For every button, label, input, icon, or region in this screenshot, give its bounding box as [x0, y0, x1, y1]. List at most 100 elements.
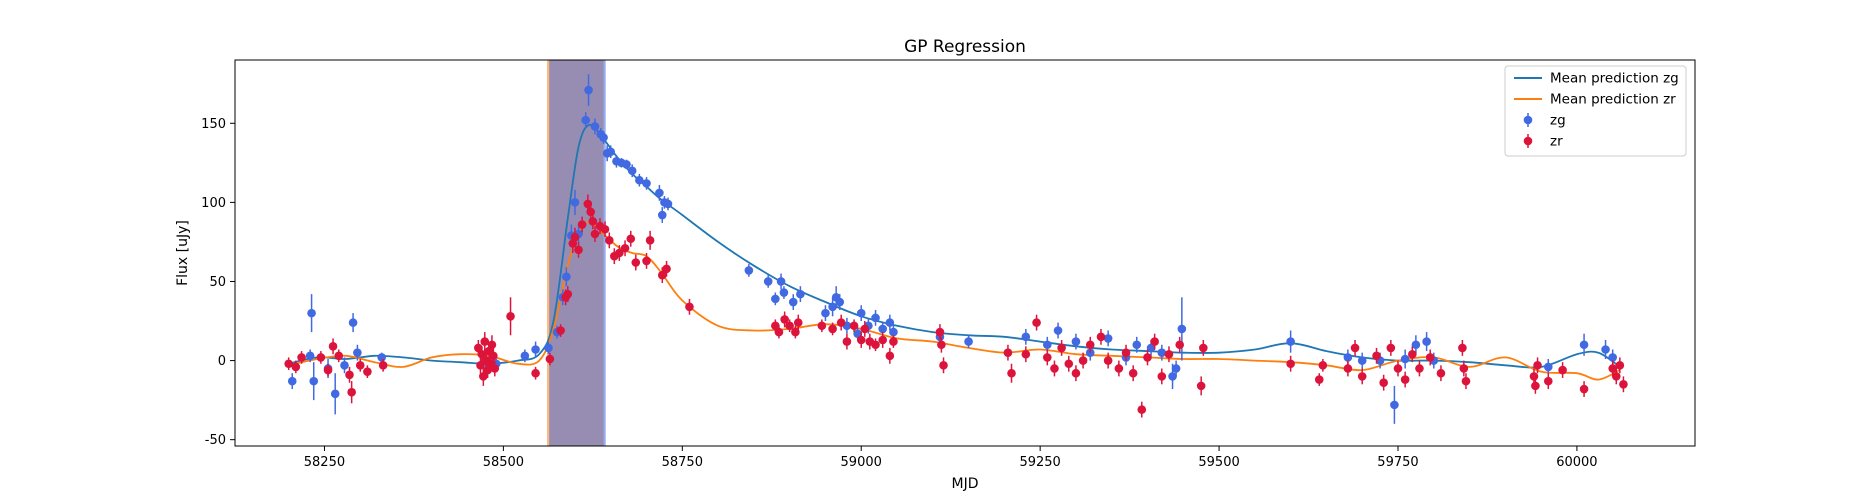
data-point — [577, 220, 587, 229]
data-point — [490, 364, 500, 373]
data-point — [1533, 361, 1542, 370]
data-point — [1103, 356, 1113, 365]
data-point — [1386, 343, 1396, 353]
data-point — [771, 321, 780, 331]
data-point — [1343, 364, 1353, 373]
data-point — [520, 351, 530, 361]
data-point — [657, 210, 667, 220]
data-point — [1057, 343, 1066, 353]
data-point — [645, 236, 655, 245]
data-point — [570, 198, 580, 207]
data-point — [1611, 372, 1621, 381]
data-point — [889, 327, 898, 337]
data-point — [885, 318, 895, 327]
data-point — [581, 115, 590, 125]
legend-label: zg — [1550, 113, 1566, 129]
y-tick-label: 0 — [218, 354, 226, 369]
data-point — [1199, 343, 1208, 353]
data-point — [860, 324, 870, 334]
data-point — [562, 272, 571, 282]
data-point — [856, 335, 866, 345]
data-point — [1357, 356, 1367, 365]
x-tick-label: 59500 — [1198, 455, 1239, 470]
legend-marker-swatch — [1523, 136, 1533, 146]
data-point — [1579, 384, 1589, 394]
data-point — [622, 160, 631, 169]
data-point — [842, 337, 852, 346]
data-point — [287, 376, 297, 386]
y-axis-ticks: -50 0 50 100 150 — [201, 117, 235, 448]
data-point — [1608, 353, 1617, 362]
data-point — [487, 340, 497, 350]
data-point — [828, 302, 837, 312]
data-point — [796, 289, 805, 299]
data-point — [588, 217, 598, 226]
data-point — [544, 343, 553, 353]
data-point — [1175, 340, 1185, 350]
data-point — [474, 343, 483, 353]
data-point — [584, 85, 593, 95]
legend: Mean prediction zg Mean prediction zr zg zr — [1504, 65, 1687, 157]
data-point — [785, 321, 794, 331]
data-point — [1157, 372, 1167, 381]
data-point — [620, 243, 630, 253]
data-point — [348, 318, 358, 327]
data-point — [378, 361, 388, 370]
data-point — [642, 179, 651, 188]
data-point — [1461, 376, 1471, 386]
legend-label: zr — [1550, 134, 1563, 150]
data-point — [556, 326, 565, 335]
x-tick-label: 58250 — [304, 455, 345, 470]
data-point — [1314, 375, 1324, 384]
data-point — [606, 147, 616, 157]
data-point — [626, 234, 636, 244]
x-tick-label: 58750 — [662, 455, 703, 470]
legend-entry-zr: zr — [1523, 134, 1563, 150]
series-zr — [284, 194, 1628, 418]
data-point — [793, 318, 803, 327]
data-point — [590, 229, 600, 239]
data-point — [853, 329, 862, 338]
series-zg — [287, 74, 1617, 424]
data-point — [1043, 353, 1052, 362]
data-point — [1103, 334, 1113, 343]
data-point — [1425, 353, 1435, 362]
data-point — [1372, 351, 1381, 361]
y-tick-label: 50 — [209, 275, 226, 290]
data-point — [1422, 337, 1431, 346]
data-point — [586, 207, 595, 217]
data-point — [1543, 376, 1553, 386]
data-point — [774, 327, 784, 337]
data-point — [889, 337, 898, 346]
data-point — [763, 277, 773, 286]
data-point — [323, 365, 333, 375]
data-point — [1436, 368, 1446, 378]
data-point — [780, 315, 789, 324]
x-tick-label: 59750 — [1377, 455, 1418, 470]
y-tick-label: 100 — [201, 196, 226, 211]
data-point — [1114, 364, 1124, 373]
data-point — [316, 353, 326, 362]
data-point — [1400, 375, 1410, 384]
data-point — [377, 353, 387, 362]
data-point — [1286, 337, 1295, 346]
data-point — [309, 376, 319, 386]
data-point — [1531, 381, 1540, 391]
data-point — [788, 297, 798, 307]
data-point — [1411, 340, 1421, 350]
data-point — [657, 270, 667, 280]
data-point — [1318, 361, 1328, 370]
data-point — [1615, 361, 1625, 370]
data-point — [1458, 343, 1467, 353]
data-point — [1350, 343, 1360, 353]
data-point — [828, 324, 837, 334]
data-point — [1529, 372, 1539, 381]
data-point — [779, 288, 789, 297]
data-point — [1064, 359, 1074, 369]
data-point — [489, 351, 498, 361]
data-point — [307, 308, 316, 318]
data-point — [477, 349, 487, 359]
data-point — [655, 188, 664, 198]
data-point — [1128, 368, 1138, 378]
